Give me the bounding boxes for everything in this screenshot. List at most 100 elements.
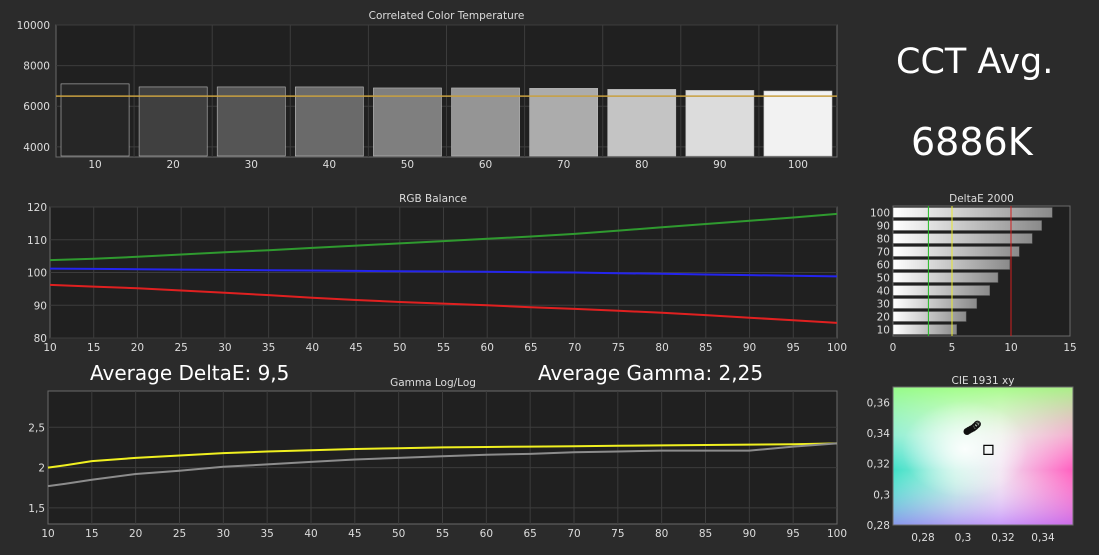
rgb-series-line	[49, 212, 838, 262]
deltae-y-tick: 80	[877, 234, 890, 246]
rgb-x-tick: 70	[568, 342, 581, 354]
cct-bar	[60, 83, 130, 157]
gamma-x-tick: 10	[41, 528, 54, 540]
deltae-x-tick: 0	[890, 342, 897, 354]
rgb-x-tick: 85	[699, 342, 712, 354]
cie-y-tick: 0,36	[867, 397, 891, 409]
gamma-y-tick: 1,5	[28, 503, 45, 515]
gamma-series-line	[47, 442, 838, 469]
average-gamma-label: Average Gamma: 2,25	[538, 361, 764, 385]
cct-x-tick: 60	[479, 159, 492, 171]
gamma-series-line	[47, 442, 838, 488]
rgb-x-tick: 35	[262, 342, 275, 354]
cct-x-tick: 80	[635, 159, 648, 171]
rgb-x-tick: 50	[393, 342, 406, 354]
cie-measured-point	[973, 421, 981, 429]
cct-x-tick: 90	[713, 159, 726, 171]
deltae-bar	[892, 285, 991, 296]
rgb-y-tick: 90	[34, 300, 47, 312]
cct-y-tick: 4000	[23, 142, 50, 154]
deltae-y-tick: 70	[877, 247, 890, 259]
cie-x-tick: 0,34	[1031, 532, 1055, 544]
gamma-x-tick: 95	[786, 528, 799, 540]
rgb-x-tick: 45	[349, 342, 362, 354]
gamma-x-tick: 75	[611, 528, 624, 540]
deltae-y-tick: 60	[877, 260, 890, 272]
average-deltae-label: Average DeltaE: 9,5	[90, 361, 290, 385]
gamma-x-tick: 40	[304, 528, 317, 540]
deltae-x-tick: 10	[1004, 342, 1017, 354]
rgb-x-tick: 15	[87, 342, 100, 354]
deltae-y-tick: 20	[877, 312, 890, 324]
cct-bar	[529, 88, 598, 157]
cie-plot-frame	[892, 386, 1074, 526]
cct-y-tick: 8000	[23, 61, 50, 73]
gamma-x-tick: 45	[348, 528, 361, 540]
cie-target-square	[983, 444, 994, 455]
deltae-bar	[892, 233, 1033, 244]
cie-y-tick: 0,28	[867, 520, 890, 532]
deltae-y-tick: 100	[870, 208, 890, 220]
deltae-chart-title: DeltaE 2000	[949, 193, 1014, 205]
cct-chart-title: Correlated Color Temperature	[369, 10, 525, 22]
gamma-x-tick: 70	[567, 528, 580, 540]
deltae-y-tick: 50	[877, 273, 890, 285]
deltae-bar	[892, 246, 1020, 257]
cie-whitepoint-glow	[893, 387, 1073, 525]
deltae-y-tick: 90	[877, 221, 890, 233]
deltae-bar	[892, 207, 1053, 218]
deltae-x-tick: 5	[949, 342, 956, 354]
rgb-x-tick: 25	[174, 342, 187, 354]
rgb-y-tick: 120	[27, 202, 47, 214]
cie-y-tick: 0,3	[873, 489, 890, 501]
gamma-x-tick: 25	[173, 528, 186, 540]
rgb-x-tick: 10	[43, 342, 56, 354]
gamma-x-tick: 80	[655, 528, 668, 540]
gamma-x-tick: 35	[260, 528, 273, 540]
cct-x-tick: 50	[401, 159, 414, 171]
rgb-x-tick: 100	[827, 342, 847, 354]
gamma-x-tick: 55	[436, 528, 449, 540]
cct-bar	[138, 86, 208, 157]
rgb-x-tick: 95	[787, 342, 800, 354]
gamma-x-tick: 85	[699, 528, 712, 540]
cct-bar	[685, 90, 755, 157]
rgb-series-line	[49, 283, 838, 324]
cct-bar	[294, 86, 364, 157]
cie-measured-point	[973, 420, 981, 428]
deltae-bar	[892, 272, 999, 283]
deltae-y-tick: 30	[877, 299, 890, 311]
rgb-y-tick: 100	[27, 268, 47, 280]
rgb-x-tick: 60	[481, 342, 494, 354]
cie-measured-point	[971, 422, 979, 430]
gamma-x-tick: 50	[392, 528, 405, 540]
rgb-x-tick: 55	[437, 342, 450, 354]
deltae-bar	[892, 259, 1011, 270]
deltae-bar	[892, 324, 957, 335]
cct-y-tick: 10000	[17, 20, 50, 32]
cct-x-tick: 20	[166, 159, 179, 171]
rgb-x-tick: 65	[524, 342, 537, 354]
deltae-bar	[892, 311, 967, 322]
cct-avg-value: 6886K	[911, 120, 1033, 164]
deltae-bar	[892, 298, 978, 309]
cie-chart-title: CIE 1931 xy	[952, 375, 1015, 387]
cie-x-tick: 0,28	[911, 532, 934, 544]
rgb-series-line	[49, 267, 838, 278]
deltae-y-tick: 10	[877, 325, 890, 337]
rgb-chart-title: RGB Balance	[399, 193, 467, 205]
cct-x-tick: 30	[245, 159, 258, 171]
cct-bar	[607, 89, 677, 157]
deltae-bar	[892, 220, 1042, 231]
cie-x-tick: 0,32	[991, 532, 1014, 544]
rgb-x-tick: 75	[612, 342, 625, 354]
rgb-y-tick: 80	[34, 333, 47, 345]
cie-x-tick: 0,3	[955, 532, 972, 544]
gamma-x-tick: 20	[129, 528, 142, 540]
cct-x-tick: 10	[88, 159, 101, 171]
gamma-y-tick: 2	[38, 463, 45, 475]
gamma-x-tick: 90	[743, 528, 756, 540]
gamma-x-tick: 65	[523, 528, 536, 540]
rgb-x-tick: 90	[743, 342, 756, 354]
